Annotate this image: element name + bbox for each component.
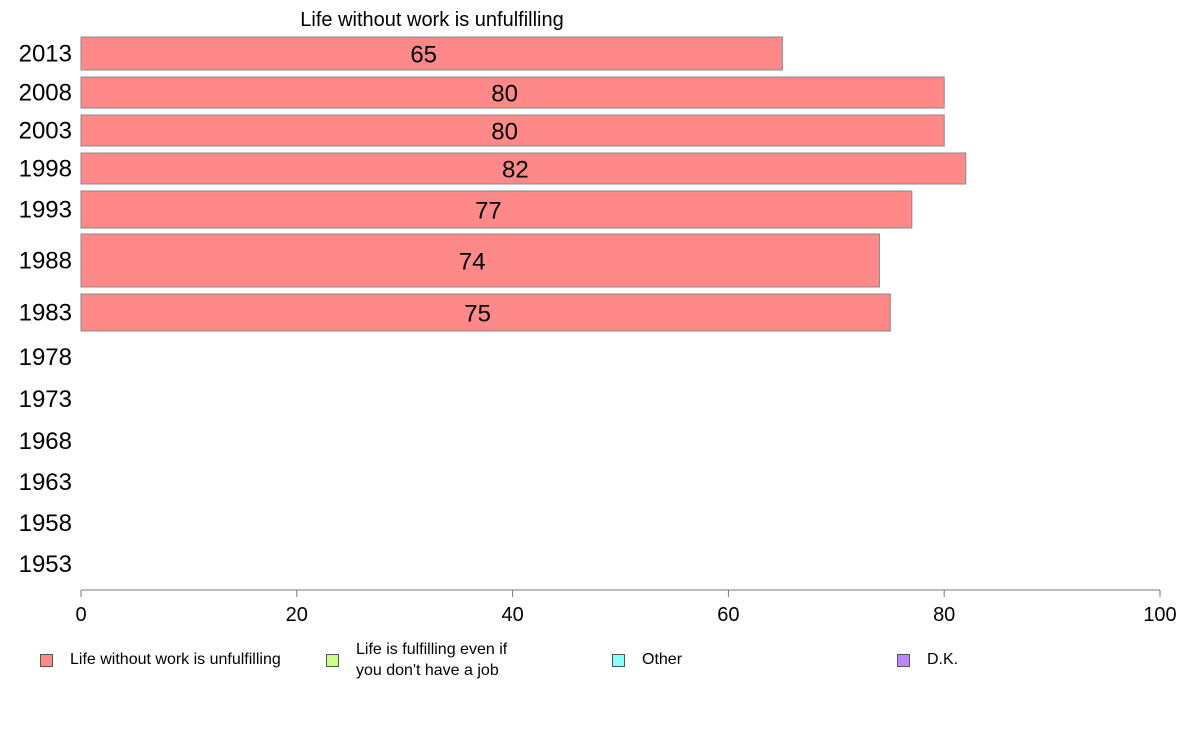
legend-label-line: you don't have a job	[356, 662, 499, 679]
legend-swatch	[612, 654, 625, 667]
y-tick-label: 2013	[19, 41, 72, 68]
legend-item-dk: D.K.	[897, 649, 958, 670]
legend-swatch	[40, 654, 53, 667]
legend-item-unfulfilling: Life without work is unfulfilling	[40, 649, 281, 670]
legend-label: Life is fulfilling even if you don't hav…	[356, 639, 507, 681]
bar-value-label: 80	[491, 81, 518, 108]
y-tick-label: 1983	[19, 300, 72, 327]
legend-item-other: Other	[612, 649, 682, 670]
y-axis-labels: 2013 2008 2003 1998 1993 1988 1983 1978 1973 1968…	[19, 41, 72, 579]
y-tick-label: 2003	[19, 118, 72, 145]
bar	[80, 233, 880, 288]
y-tick-label: 1953	[19, 551, 72, 578]
bar	[80, 293, 891, 332]
legend-item-fulfilling: Life is fulfilling even if you don't hav…	[326, 639, 507, 681]
y-tick-label: 1973	[19, 386, 72, 413]
bar-value-label: 77	[475, 198, 502, 225]
x-tick-label: 100	[1143, 604, 1176, 626]
bar-value-label: 65	[410, 42, 437, 69]
bar	[80, 114, 945, 147]
x-tick-label: 20	[286, 604, 308, 626]
legend-swatch	[897, 654, 910, 667]
y-tick-label: 1993	[19, 197, 72, 224]
bar	[80, 152, 967, 185]
y-tick-label: 1998	[19, 156, 72, 183]
bar-value-label: 80	[491, 119, 518, 146]
bar-value-label: 82	[502, 157, 529, 184]
legend-label: Life without work is unfulfilling	[70, 651, 281, 668]
x-tick-label: 40	[501, 604, 523, 626]
legend-label: Other	[642, 651, 683, 668]
bar-value-label: 75	[464, 301, 491, 328]
y-tick-label: 1958	[19, 510, 72, 537]
legend-swatch	[326, 654, 339, 667]
legend-label: D.K.	[927, 651, 959, 668]
chart-title: Life without work is unfulfilling	[300, 9, 563, 31]
y-tick-label: 2008	[19, 80, 72, 107]
x-axis: 0 20 40 60 80 100	[75, 589, 1177, 626]
x-tick-label: 0	[75, 604, 86, 626]
bar	[80, 190, 913, 229]
bar-value-label: 74	[459, 249, 486, 276]
legend-label-line: Life is fulfilling even if	[356, 641, 508, 658]
x-tick-label: 60	[717, 604, 739, 626]
y-tick-label: 1988	[19, 248, 72, 275]
bar	[80, 36, 783, 71]
y-tick-label: 1963	[19, 469, 72, 496]
bar	[80, 76, 945, 109]
x-tick-label: 80	[933, 604, 955, 626]
y-tick-label: 1978	[19, 344, 72, 371]
y-tick-label: 1968	[19, 428, 72, 455]
